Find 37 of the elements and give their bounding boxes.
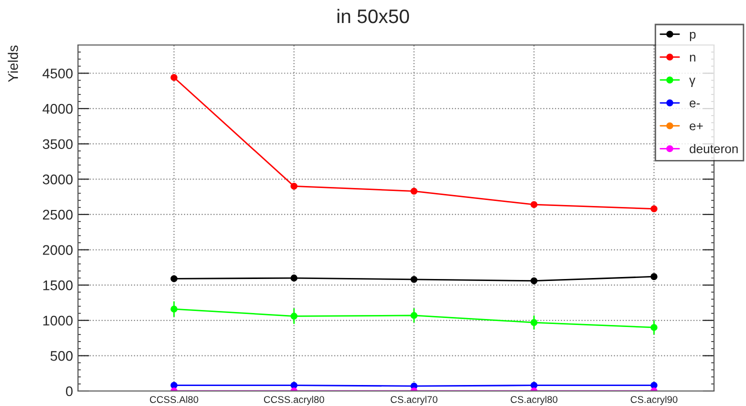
point [530, 201, 538, 208]
point [410, 188, 418, 195]
point [410, 276, 418, 283]
point [650, 382, 658, 389]
y-tick-label: 3000 [42, 174, 73, 184]
y-tick-label: 0 [66, 386, 73, 396]
point [170, 382, 178, 389]
point [530, 277, 538, 284]
point [650, 273, 658, 280]
point [290, 274, 298, 282]
x-tick-label: CCSS.acryl80 [264, 396, 324, 405]
point [170, 275, 178, 282]
legend-label: e- [690, 100, 700, 108]
y-tick-label: 2000 [42, 245, 73, 255]
y-tick-label: 1500 [43, 280, 73, 290]
y-tick-label: 4000 [42, 104, 73, 114]
legend-label: γ [689, 78, 696, 87]
x-tick-label: CS.acryl90 [630, 396, 678, 405]
legend-label: p [690, 32, 696, 42]
y-tick-label: 2500 [42, 210, 73, 220]
legend-label: deuteron [690, 144, 738, 154]
x-tick-label: CS.acryl80 [510, 396, 558, 405]
point [290, 382, 298, 389]
point [530, 382, 538, 389]
y-tick-label: 4500 [42, 68, 73, 78]
x-tick-label: CCSS.Al80 [150, 396, 198, 403]
y-tick-label: 1000 [43, 316, 73, 326]
x-tick-label: CS.acryl70 [390, 396, 438, 405]
chart-title: in 50x50 [338, 8, 409, 24]
point [290, 182, 298, 190]
legend-label: e+ [690, 122, 703, 130]
y-tick-label: 3500 [42, 139, 73, 150]
y-axis-title: Yields [8, 46, 18, 82]
point [170, 74, 178, 81]
y-tick-label: 500 [50, 351, 73, 361]
point [650, 205, 658, 212]
legend-label: n [690, 54, 696, 62]
